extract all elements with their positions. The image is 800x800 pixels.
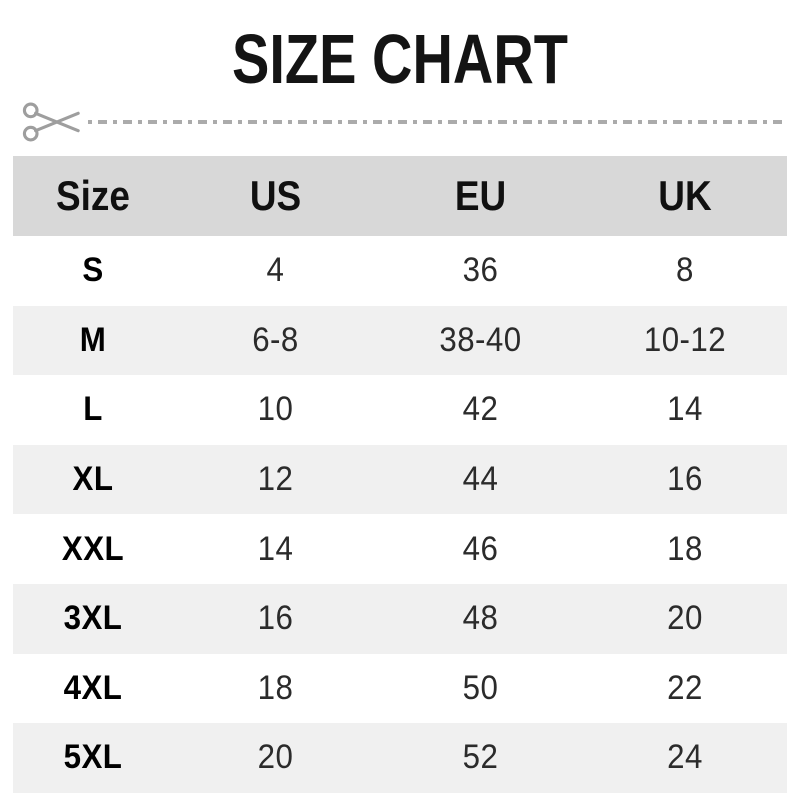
us-value: 18 <box>257 668 294 707</box>
us-value: 6-8 <box>252 320 299 359</box>
table-row-l: L 10 42 14 <box>13 375 787 445</box>
us-value: 12 <box>257 460 294 499</box>
eu-value: 44 <box>462 460 499 499</box>
table-row-4xl: 4XL 18 50 22 <box>13 653 787 724</box>
size-label: M <box>79 320 107 359</box>
us-value: 20 <box>257 738 294 777</box>
header-cell-eu: EU <box>454 172 507 219</box>
eu-value: 50 <box>462 668 499 707</box>
us-value: 4 <box>266 251 285 290</box>
page-title: SIZE CHART <box>232 20 568 98</box>
table-row-m: M 6-8 38-40 10-12 <box>13 305 787 376</box>
us-value: 10 <box>257 390 294 429</box>
uk-value: 8 <box>676 251 694 290</box>
us-value: 14 <box>257 529 294 568</box>
us-value: 16 <box>257 599 294 638</box>
size-label: S <box>82 251 104 290</box>
dashed-cut-line <box>88 120 786 124</box>
size-table: Size US EU UK S 4 36 8 M 6-8 38-40 10-12… <box>13 156 787 793</box>
uk-value: 16 <box>667 460 703 499</box>
size-label: XL <box>72 460 114 499</box>
table-row-xxl: XXL 14 46 18 <box>13 514 787 584</box>
size-chart-page: SIZE CHART Size US EU UK S 4 36 8 M <box>0 24 800 800</box>
eu-value: 38-40 <box>439 320 522 359</box>
uk-value: 22 <box>667 668 703 707</box>
header-cell-uk: UK <box>658 172 712 219</box>
uk-value: 24 <box>667 738 703 777</box>
size-label: L <box>83 390 103 429</box>
table-row-5xl: 5XL 20 52 24 <box>13 723 787 793</box>
uk-value: 14 <box>667 390 703 429</box>
table-row-s: S 4 36 8 <box>13 236 787 306</box>
size-label: XXL <box>61 529 125 568</box>
eu-value: 46 <box>462 529 499 568</box>
uk-value: 20 <box>667 599 703 638</box>
uk-value: 10-12 <box>643 320 727 359</box>
table-row-3xl: 3XL 16 48 20 <box>13 583 787 654</box>
header-cell-us: US <box>249 172 302 219</box>
size-label: 4XL <box>63 668 123 707</box>
table-row-xl: XL 12 44 16 <box>13 444 787 515</box>
header-cell-size: Size <box>56 172 130 219</box>
uk-value: 18 <box>667 529 703 568</box>
table-header-row: Size US EU UK <box>13 156 787 236</box>
cut-line <box>22 100 786 144</box>
eu-value: 42 <box>462 390 499 429</box>
size-label: 3XL <box>63 599 123 638</box>
eu-value: 48 <box>462 599 499 638</box>
eu-value: 36 <box>462 251 499 290</box>
size-label: 5XL <box>63 738 123 777</box>
eu-value: 52 <box>462 738 499 777</box>
scissors-icon <box>22 102 80 142</box>
